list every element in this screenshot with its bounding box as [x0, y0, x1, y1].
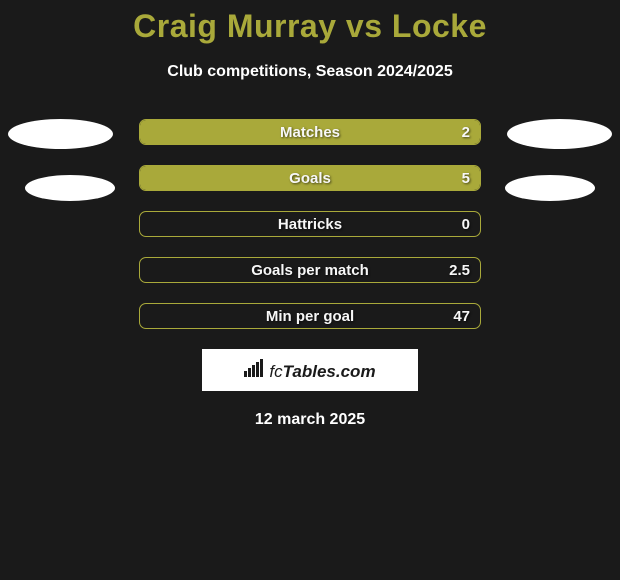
stat-label: Goals per match [140, 258, 480, 283]
brand-inner: fcTables.com [244, 359, 375, 382]
stat-label: Matches [140, 120, 480, 145]
page-title: Craig Murray vs Locke [0, 8, 620, 45]
stat-row: Goals 5 [139, 165, 481, 191]
player-left-oval-2 [25, 175, 115, 201]
stat-label: Min per goal [140, 304, 480, 329]
stat-value: 0 [462, 212, 470, 237]
stat-value: 2 [462, 120, 470, 145]
player-right-oval-2 [505, 175, 595, 201]
brand-text-main: Tables.com [283, 362, 376, 381]
stat-value: 47 [453, 304, 470, 329]
stat-rows: Matches 2 Goals 5 Hattricks 0 Goals per … [139, 119, 481, 329]
date-label: 12 march 2025 [0, 411, 620, 429]
player-left-oval-1 [8, 119, 113, 149]
brand-badge[interactable]: fcTables.com [202, 349, 418, 391]
bar-chart-icon [244, 359, 263, 377]
stat-row: Hattricks 0 [139, 211, 481, 237]
stat-label: Goals [140, 166, 480, 191]
stat-value: 5 [462, 166, 470, 191]
subtitle: Club competitions, Season 2024/2025 [0, 63, 620, 81]
comparison-panel: Craig Murray vs Locke Club competitions,… [0, 0, 620, 429]
stat-row: Goals per match 2.5 [139, 257, 481, 283]
stats-area: Matches 2 Goals 5 Hattricks 0 Goals per … [0, 119, 620, 429]
player-right-oval-1 [507, 119, 612, 149]
stat-value: 2.5 [449, 258, 470, 283]
brand-text: fcTables.com [269, 362, 375, 382]
stat-label: Hattricks [140, 212, 480, 237]
stat-row: Min per goal 47 [139, 303, 481, 329]
brand-text-prefix: fc [269, 362, 282, 381]
stat-row: Matches 2 [139, 119, 481, 145]
